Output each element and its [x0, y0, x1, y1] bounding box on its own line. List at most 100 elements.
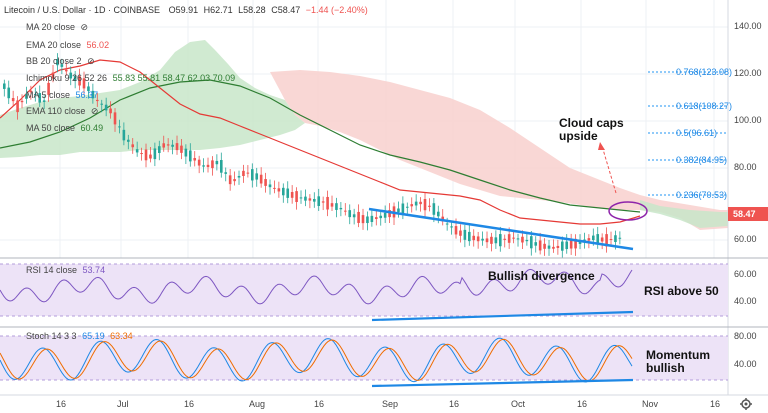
symbol-title[interactable]: Litecoin / U.S. Dollar · 1D · COINBASE — [4, 5, 161, 15]
candle-body — [82, 78, 86, 89]
rsi-axis-60: 60.00 — [734, 269, 757, 279]
candle-body — [242, 170, 245, 176]
candle-body — [330, 203, 334, 207]
candle-body — [122, 129, 126, 141]
candle-body — [423, 199, 427, 211]
indicator-ma50[interactable]: MA 50 close 60.49 — [26, 123, 104, 133]
candle-body — [335, 203, 338, 210]
candle-body — [286, 188, 290, 198]
candle-body — [25, 94, 28, 99]
eye-icon[interactable]: ⊘ — [87, 56, 95, 66]
candle-body — [361, 215, 365, 224]
ohlc-close: C58.47 — [271, 5, 301, 15]
candle-body — [587, 238, 591, 241]
candle-body — [459, 230, 462, 236]
eye-icon[interactable]: ⊘ — [90, 106, 99, 116]
candle-body — [34, 93, 37, 95]
candle-body — [29, 90, 33, 93]
candle-body — [3, 83, 6, 89]
candle-body — [321, 201, 325, 203]
candle-body — [454, 226, 458, 235]
candle-body — [574, 238, 577, 249]
candle-body — [516, 238, 520, 240]
candle-body — [38, 93, 42, 103]
candle-body — [494, 237, 498, 244]
candle-body — [428, 205, 431, 207]
candle-body — [104, 104, 108, 111]
candle-body — [171, 144, 174, 147]
indicator-ichimoku[interactable]: Ichimoku 9 26 52 26 55.83 55.81 58.47 62… — [26, 73, 236, 83]
candle-body — [485, 238, 489, 243]
candle-body — [565, 241, 569, 250]
settings-gear-icon[interactable] — [740, 398, 752, 410]
candle-body — [140, 153, 143, 155]
candle-body — [264, 179, 267, 186]
candle-body — [472, 235, 476, 241]
stoch-panel[interactable] — [0, 326, 768, 388]
candle-body — [468, 231, 471, 242]
rsi-line — [0, 268, 633, 305]
candle-body — [273, 187, 276, 189]
rsi-legend[interactable]: RSI 14 close 53.74 — [26, 265, 106, 275]
indicator-ma20[interactable]: MA 20 close ⊘ — [26, 22, 89, 32]
time-label-1: Jul — [117, 399, 129, 409]
candle-body — [158, 146, 161, 153]
candle-body — [251, 169, 254, 181]
candle-body — [20, 100, 24, 103]
candle-body — [388, 210, 391, 218]
candle-body — [304, 196, 307, 201]
candle-body — [538, 240, 542, 251]
ohlc-low: L58.28 — [238, 5, 266, 15]
candle-body — [193, 158, 197, 161]
candle-body — [507, 234, 511, 243]
rsi-panel[interactable] — [0, 257, 768, 322]
candle-body — [109, 108, 112, 114]
time-label-5: Sep — [382, 399, 399, 409]
candle-body — [490, 236, 493, 244]
candle-body — [282, 187, 285, 196]
cloud-caps-annotation: Cloud caps upside — [559, 116, 624, 143]
stoch-legend[interactable]: Stoch 14 3 3 65.19 63.34 — [26, 331, 133, 341]
candle-body — [175, 143, 179, 151]
candle-body — [11, 98, 15, 102]
candle-body — [512, 237, 515, 239]
candle-body — [578, 241, 582, 244]
candle-body — [313, 198, 316, 202]
candle-body — [344, 210, 347, 212]
candle-body — [153, 148, 157, 160]
candle-body — [383, 212, 387, 218]
candle-body — [556, 245, 560, 248]
price-axis[interactable] — [727, 0, 768, 395]
candle-body — [255, 173, 259, 180]
candle-body — [197, 159, 201, 166]
candle-body — [211, 160, 214, 169]
candle-body — [127, 139, 130, 142]
candle-body — [414, 201, 418, 206]
candle-body — [166, 144, 170, 146]
projection-arrowhead — [598, 142, 605, 150]
candle-body — [552, 246, 555, 249]
candle-body — [317, 196, 321, 206]
eye-icon[interactable]: ⊘ — [80, 22, 89, 32]
time-label-4: 16 — [314, 399, 325, 409]
indicator-ema20[interactable]: EMA 20 close 56.02 — [26, 40, 110, 50]
candle-body — [450, 226, 453, 228]
last-price-tag — [728, 207, 768, 221]
candle-body — [69, 72, 73, 79]
candle-body — [60, 64, 64, 67]
candle-body — [410, 204, 414, 207]
support-trendline — [368, 207, 634, 251]
candle-body — [499, 234, 502, 247]
ichimoku-cloud-green-right — [640, 200, 728, 228]
candle-body — [366, 216, 369, 224]
candle-body — [445, 223, 449, 225]
time-label-0: 16 — [56, 399, 67, 409]
indicator-ema110[interactable]: EMA 110 close ⊘ — [26, 106, 99, 116]
candle-body — [543, 243, 546, 249]
indicator-ma5[interactable]: MA 5 close 56.37 — [26, 90, 99, 100]
candle-body — [547, 245, 551, 249]
main-price-panel[interactable] — [0, 0, 728, 258]
indicator-bb20[interactable]: BB 20 close 2 ⊘ — [26, 56, 95, 66]
candle-body — [596, 234, 600, 244]
